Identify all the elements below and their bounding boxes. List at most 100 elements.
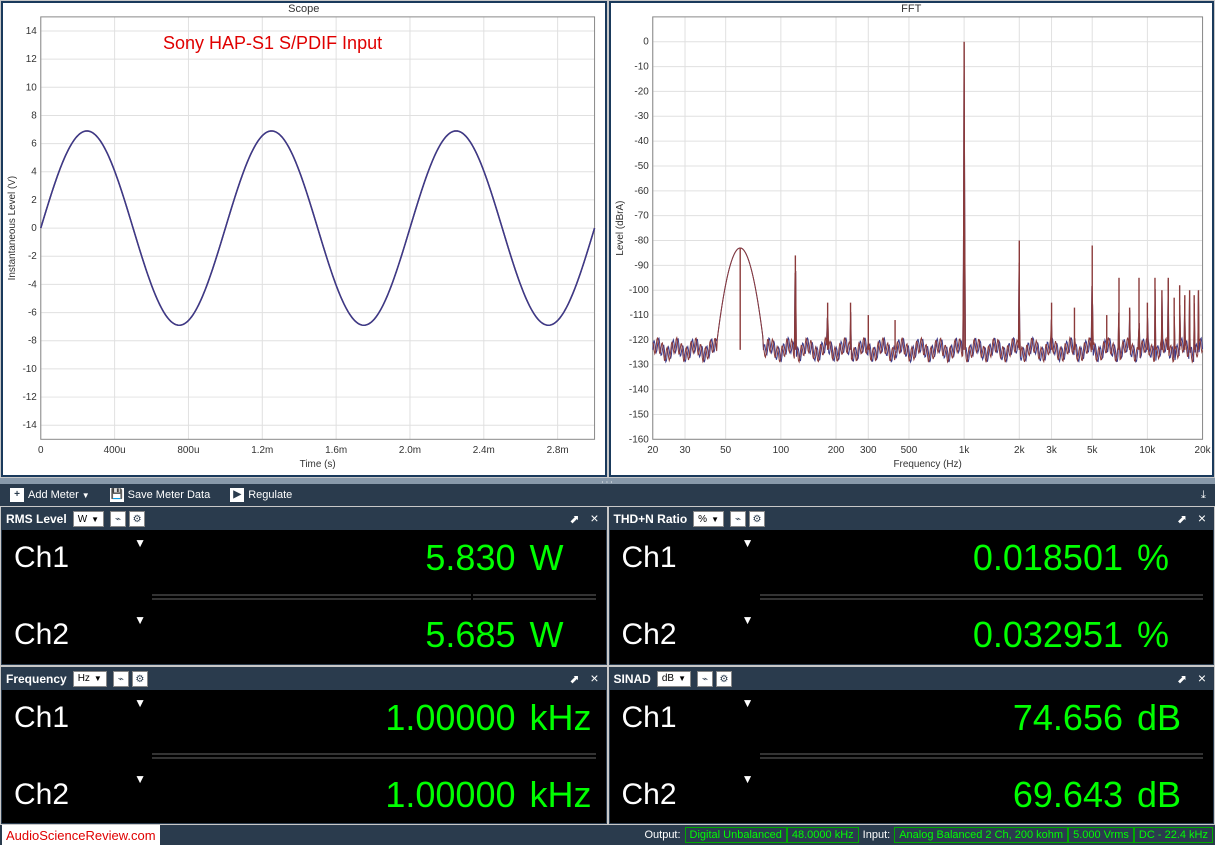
rms-ch2-unit: W <box>526 607 606 664</box>
chevron-down-icon[interactable]: ▼ <box>742 613 754 627</box>
chevron-down-icon: ▼ <box>91 515 99 524</box>
thdn-ch1-value: 0.018501 <box>760 530 1134 587</box>
chevron-down-icon[interactable]: ▼ <box>134 696 146 710</box>
meter-toolbar: + Add Meter ▼ 💾 Save Meter Data ▶ Regula… <box>0 484 1215 506</box>
svg-text:30: 30 <box>679 445 691 456</box>
chevron-down-icon[interactable]: ▼ <box>134 536 146 550</box>
close-icon[interactable]: × <box>1195 512 1209 526</box>
popout-icon[interactable]: ⬈ <box>568 512 582 526</box>
output-val1[interactable]: Digital Unbalanced <box>685 827 787 843</box>
svg-text:20: 20 <box>647 445 659 456</box>
thdn-meter: THD+N Ratio %▼ ⌁ ⚙ ⬈ × Ch1▼ 0.018501 % C… <box>609 507 1215 665</box>
chevron-down-icon[interactable]: ▼ <box>742 696 754 710</box>
svg-text:100: 100 <box>772 445 789 456</box>
rms-unit-select[interactable]: W▼ <box>73 511 104 527</box>
rms-ch2-bar <box>152 598 596 600</box>
svg-text:-40: -40 <box>634 136 649 147</box>
svg-text:-10: -10 <box>22 364 37 375</box>
svg-text:800u: 800u <box>177 445 199 456</box>
sinad-ch2-label: Ch2▼ <box>610 766 760 823</box>
freq-ch1-bar <box>152 753 596 755</box>
svg-text:-12: -12 <box>22 392 37 403</box>
sinad-ch1-label: Ch1▼ <box>610 690 760 747</box>
close-icon[interactable]: × <box>1195 672 1209 686</box>
svg-text:Frequency (Hz): Frequency (Hz) <box>893 459 961 470</box>
freq-ch2-value: 1.00000 <box>152 766 526 823</box>
thdn-unit-select[interactable]: %▼ <box>693 511 724 527</box>
output-label: Output: <box>644 829 680 841</box>
gear-icon[interactable]: ⚙ <box>749 511 765 527</box>
chart-icon[interactable]: ⌁ <box>110 511 126 527</box>
svg-text:-160: -160 <box>628 434 648 445</box>
freq-ch2-bar <box>152 757 596 759</box>
popout-icon[interactable]: ⬈ <box>1175 672 1189 686</box>
rms-ch2-label: Ch2▼ <box>2 607 152 664</box>
scope-chart[interactable]: Scope Sony HAP-S1 S/PDIF Input 0400u800u… <box>1 1 607 477</box>
gear-icon[interactable]: ⚙ <box>132 671 148 687</box>
sinad-ch2-value: 69.643 <box>760 766 1134 823</box>
freq-ch2-label: Ch2▼ <box>2 766 152 823</box>
chart-icon[interactable]: ⌁ <box>697 671 713 687</box>
svg-text:-6: -6 <box>28 308 37 319</box>
chevron-down-icon[interactable]: ▼ <box>134 772 146 786</box>
fft-chart[interactable]: FFT 2030501002003005001k2k3k5k10k20k-160… <box>609 1 1215 477</box>
plus-icon: + <box>10 488 24 502</box>
status-bar: AudioScienceReview.com Output: Digital U… <box>0 825 1215 845</box>
close-icon[interactable]: × <box>588 512 602 526</box>
freq-unit-select[interactable]: Hz▼ <box>73 671 107 687</box>
svg-text:400u: 400u <box>104 445 126 456</box>
download-icon[interactable]: ⤓ <box>1195 488 1209 502</box>
freq-title: Frequency <box>6 672 67 686</box>
svg-text:-4: -4 <box>28 279 37 290</box>
svg-text:-8: -8 <box>28 336 37 347</box>
add-meter-button[interactable]: + Add Meter ▼ <box>4 486 96 504</box>
scope-plot: 0400u800u1.2m1.6m2.0m2.4m2.8m-14-12-10-8… <box>3 3 605 475</box>
svg-text:1k: 1k <box>958 445 969 456</box>
rms-ch1-label: Ch1▼ <box>2 530 152 587</box>
thdn-ch2-value: 0.032951 <box>760 607 1134 664</box>
svg-text:2.0m: 2.0m <box>399 445 421 456</box>
svg-text:Level (dBrA): Level (dBrA) <box>614 201 625 256</box>
sinad-meter: SINAD dB▼ ⌁ ⚙ ⬈ × Ch1▼ 74.656 dB Ch2▼ 69… <box>609 667 1215 825</box>
svg-text:500: 500 <box>900 445 917 456</box>
input-val3[interactable]: DC - 22.4 kHz <box>1134 827 1213 843</box>
thdn-ch2-label: Ch2▼ <box>610 607 760 664</box>
sinad-unit-select[interactable]: dB▼ <box>657 671 691 687</box>
svg-text:0: 0 <box>643 37 649 48</box>
sinad-ch2-unit: dB <box>1133 766 1213 823</box>
chevron-down-icon[interactable]: ▼ <box>742 536 754 550</box>
chevron-down-icon: ▼ <box>82 491 90 500</box>
svg-text:5k: 5k <box>1086 445 1097 456</box>
gear-icon[interactable]: ⚙ <box>716 671 732 687</box>
svg-text:12: 12 <box>26 54 38 65</box>
regulate-button[interactable]: ▶ Regulate <box>224 486 298 504</box>
rms-ch2-value: 5.685 <box>152 607 526 664</box>
chevron-down-icon[interactable]: ▼ <box>134 613 146 627</box>
chart-icon[interactable]: ⌁ <box>113 671 129 687</box>
rms-meter: RMS Level W▼ ⌁ ⚙ ⬈ × Ch1▼ 5.830 W Ch2▼ 5… <box>1 507 607 665</box>
popout-icon[interactable]: ⬈ <box>568 672 582 686</box>
freq-meter: Frequency Hz▼ ⌁ ⚙ ⬈ × Ch1▼ 1.00000 kHz C… <box>1 667 607 825</box>
sinad-ch1-value: 74.656 <box>760 690 1134 747</box>
svg-text:-80: -80 <box>634 236 649 247</box>
output-val2[interactable]: 48.0000 kHz <box>787 827 859 843</box>
annotation-text: Sony HAP-S1 S/PDIF Input <box>163 33 382 54</box>
close-icon[interactable]: × <box>588 672 602 686</box>
save-meter-button[interactable]: 💾 Save Meter Data <box>104 486 217 504</box>
svg-text:Time (s): Time (s) <box>300 459 336 470</box>
svg-text:-70: -70 <box>634 211 649 222</box>
input-val2[interactable]: 5.000 Vrms <box>1068 827 1134 843</box>
freq-ch1-label: Ch1▼ <box>2 690 152 747</box>
chevron-down-icon[interactable]: ▼ <box>742 772 754 786</box>
thdn-ch1-bar <box>760 594 1204 596</box>
svg-text:-10: -10 <box>634 62 649 73</box>
popout-icon[interactable]: ⬈ <box>1175 512 1189 526</box>
save-meter-label: Save Meter Data <box>128 489 211 501</box>
input-val1[interactable]: Analog Balanced 2 Ch, 200 kohm <box>894 827 1068 843</box>
add-meter-label: Add Meter <box>28 489 79 501</box>
svg-text:2.4m: 2.4m <box>473 445 495 456</box>
chart-icon[interactable]: ⌁ <box>730 511 746 527</box>
svg-text:10: 10 <box>26 82 38 93</box>
gear-icon[interactable]: ⚙ <box>129 511 145 527</box>
thdn-title: THD+N Ratio <box>614 512 688 526</box>
